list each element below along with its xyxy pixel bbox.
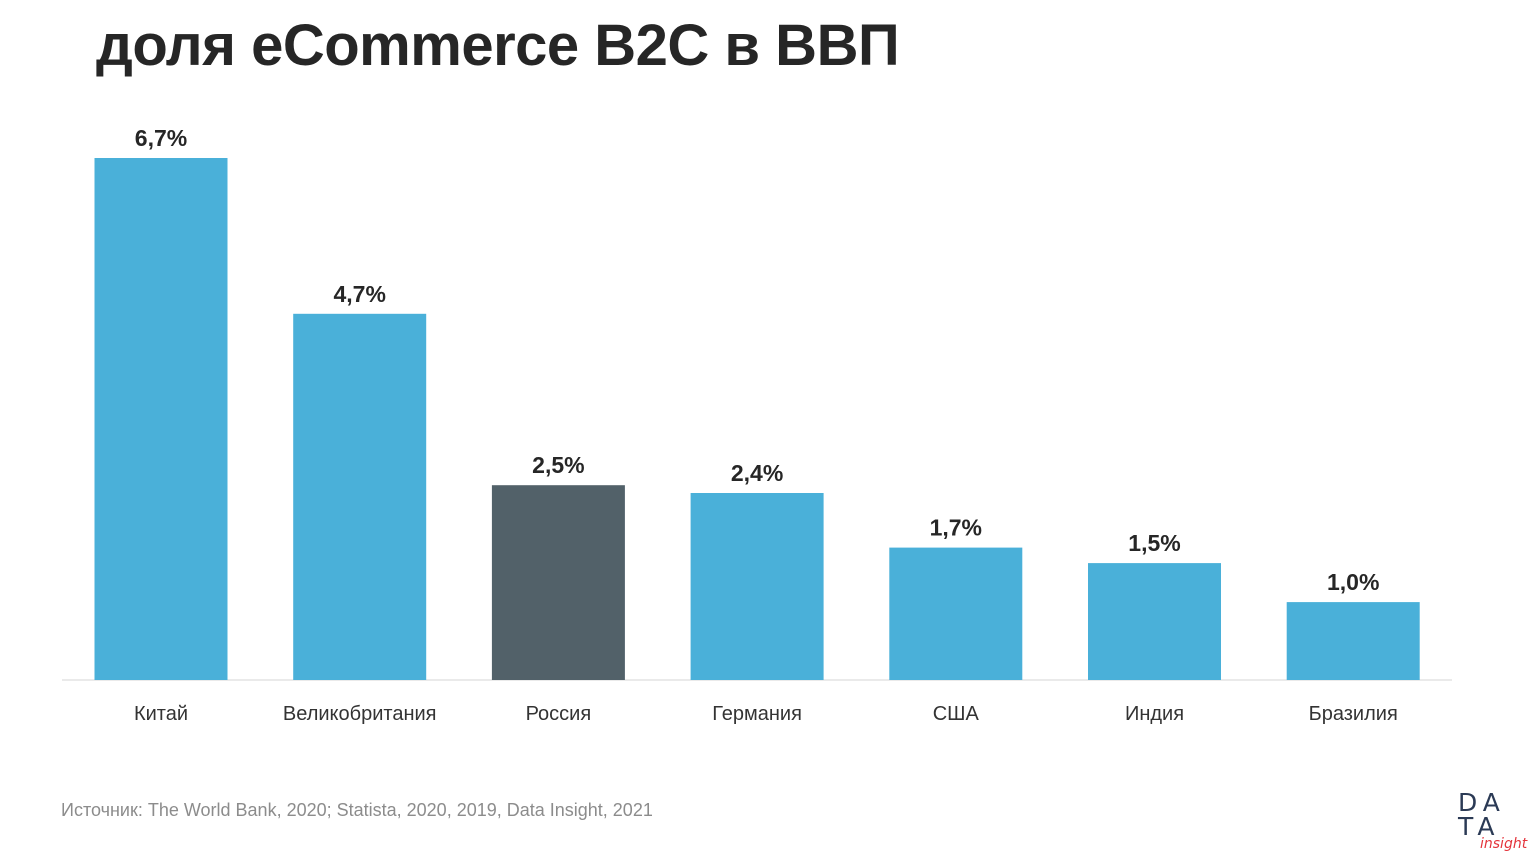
bar-4 [690, 493, 824, 680]
data-insight-logo: DA TA insight [1448, 788, 1532, 858]
value-label: 1,5% [1128, 530, 1180, 556]
bar-1 [94, 158, 228, 680]
value-label: 6,7% [135, 125, 187, 151]
bar-5 [889, 547, 1023, 680]
value-label: 1,7% [930, 515, 982, 541]
value-label: 1,0% [1327, 569, 1379, 595]
category-labels-group: Китай Великобритания Россия Германия США Инди… [134, 703, 1398, 725]
page-title: доля eCommerce B2C в ВВП [96, 13, 900, 78]
value-labels-group: 6,7% 4,7% 2,5% 2,4% 1,7% 1,5% 1,0% [135, 125, 1380, 595]
category-label: Бразилия [1309, 703, 1398, 725]
logo-line-1: DA [1458, 788, 1506, 817]
category-label: Китай [134, 703, 188, 725]
category-label: США [933, 703, 980, 725]
bar-6 [1088, 563, 1221, 680]
bars-group [94, 158, 1420, 680]
value-label: 2,4% [731, 460, 783, 486]
bar-2 [293, 313, 427, 680]
logo-line-2: TA [1458, 812, 1501, 841]
logo-subtitle: insight [1480, 836, 1528, 852]
value-label: 4,7% [333, 281, 385, 307]
source-note: Источник: The World Bank, 2020; Statista… [61, 800, 653, 820]
bar-7 [1286, 602, 1420, 680]
category-label: Россия [526, 703, 592, 725]
value-label: 2,5% [532, 452, 584, 478]
category-label: Германия [712, 703, 802, 725]
category-label: Индия [1125, 703, 1184, 725]
category-label: Великобритания [283, 703, 437, 725]
bar-3 [491, 485, 625, 680]
